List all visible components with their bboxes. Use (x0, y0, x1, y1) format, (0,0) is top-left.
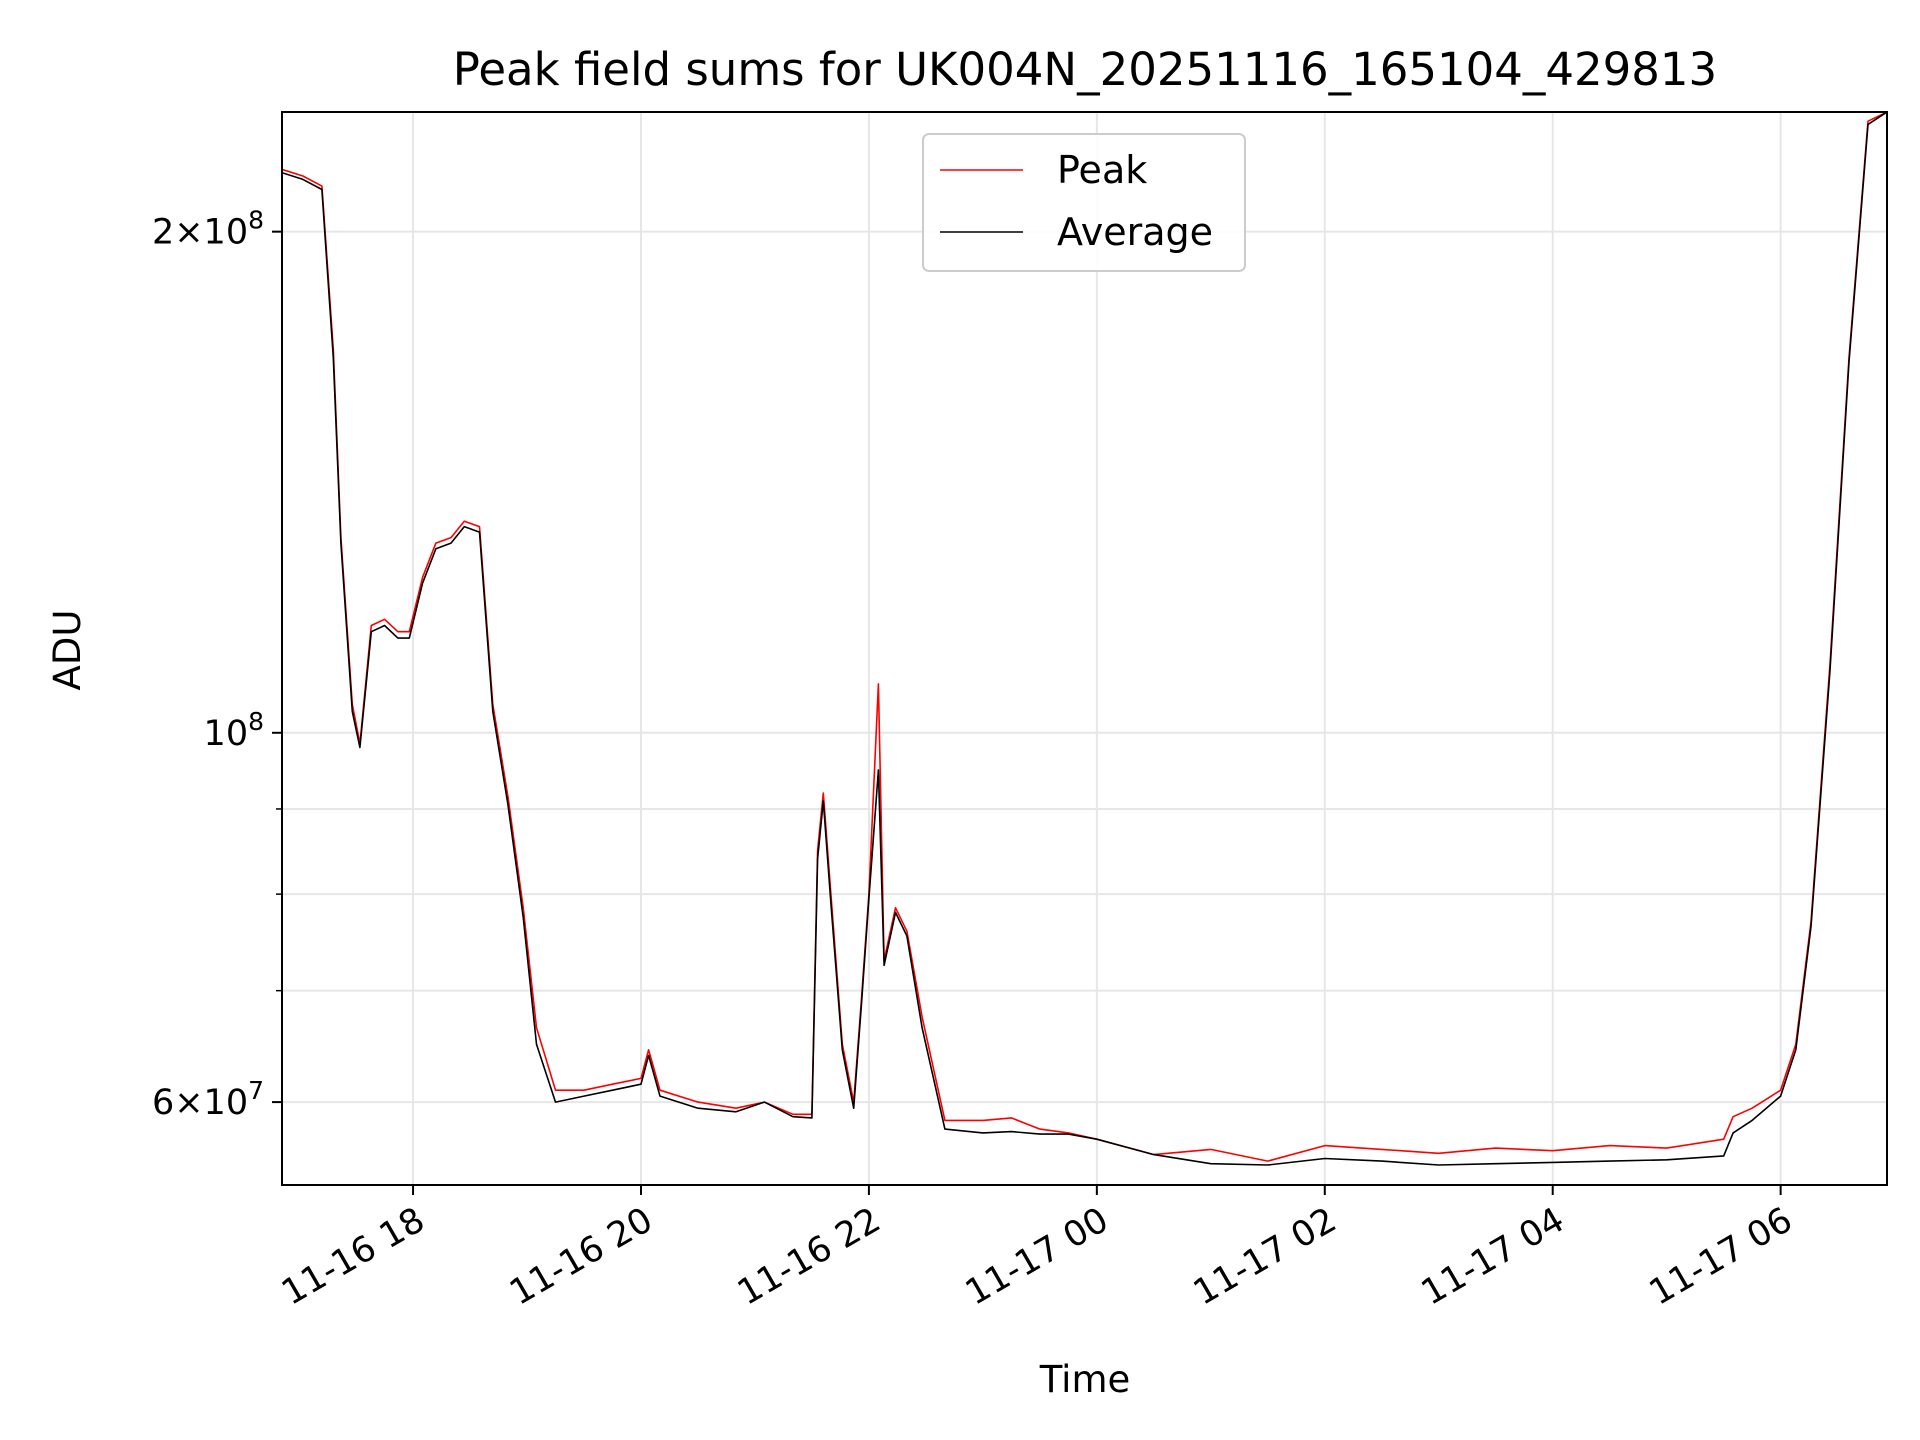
legend-box (922, 133, 1246, 272)
series-line-average (282, 112, 1887, 1166)
y-tick-label: 6×107 (152, 1076, 264, 1123)
legend: Peak Average (922, 133, 1246, 272)
legend-label-peak: Peak (1057, 148, 1147, 192)
y-axis-label: ADU (46, 610, 89, 691)
legend-label-average: Average (1057, 210, 1213, 254)
y-tick-label: 2×108 (152, 206, 264, 253)
x-axis-label: Time (1039, 1358, 1131, 1401)
chart-title: Peak field sums for UK004N_20251116_1651… (453, 43, 1717, 96)
y-tick-label: 108 (204, 707, 264, 754)
series-layer (282, 112, 1887, 1166)
plot-frame (281, 111, 1888, 1186)
y-axis: 6×107 108 2×108 (152, 206, 282, 1123)
